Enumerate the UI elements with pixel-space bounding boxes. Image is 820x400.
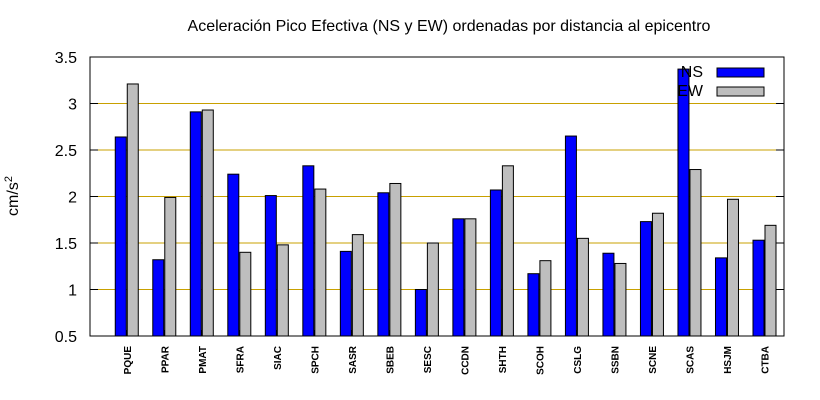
- x-tick-label: SPCH: [310, 346, 321, 374]
- bar-ns-hsjm: [714, 257, 727, 337]
- bar-ns-scas: [677, 68, 690, 337]
- bar-ew-scne: [651, 212, 664, 337]
- bar-ew-cslg: [576, 237, 589, 337]
- x-tick-label: HSJM: [723, 346, 734, 374]
- bar-ew-pque: [126, 83, 139, 337]
- bar-ns-ppar: [152, 259, 165, 337]
- y-axis-label: cm/s2: [3, 176, 22, 216]
- y-tick-label: 2.5: [55, 143, 77, 160]
- x-tick-label: SCOH: [535, 346, 546, 375]
- y-tick-label: 1.5: [55, 236, 77, 253]
- bar-ew-scas: [689, 169, 702, 337]
- legend-swatch-ns: [716, 67, 765, 78]
- x-tick-label: SCAS: [685, 346, 696, 374]
- y-axis-ticks: 0.5 1 1.5 2 2.5 3 3.5: [55, 50, 784, 346]
- bar-ew-siac: [276, 244, 289, 337]
- legend-label-ns: NS: [681, 64, 703, 81]
- bar-ns-sesc: [414, 289, 427, 337]
- bars: [114, 68, 777, 337]
- bar-ew-sasr: [351, 234, 364, 337]
- legend: NS EW: [677, 64, 765, 100]
- y-tick-label: 1: [68, 283, 77, 300]
- bar-ew-ccdn: [464, 218, 477, 337]
- chart-title: Aceleración Pico Efectiva (NS y EW) orde…: [188, 18, 711, 35]
- y-tick-label: 0.5: [55, 329, 77, 346]
- x-tick-label: PPAR: [160, 345, 171, 373]
- legend-swatch-ew: [716, 86, 765, 97]
- bar-ns-scne: [639, 221, 652, 337]
- bar-ns-ssbn: [602, 252, 615, 337]
- bar-ew-spch: [314, 188, 327, 337]
- bar-ew-scoh: [539, 260, 552, 337]
- bar-ns-siac: [264, 195, 277, 337]
- bar-ns-shth: [489, 189, 502, 337]
- bar-ew-sbeb: [389, 182, 402, 337]
- y-axis-label-unit: cm/s: [5, 182, 22, 216]
- y-tick-label: 2: [68, 190, 77, 207]
- bar-ns-ctba: [752, 239, 765, 337]
- bar-ew-ssbn: [614, 262, 627, 337]
- bar-ew-ctba: [764, 224, 777, 337]
- bar-ew-pmat: [201, 109, 214, 337]
- x-tick-label: CTBA: [760, 346, 771, 374]
- x-tick-label: SESC: [423, 346, 434, 373]
- bar-ns-pmat: [189, 111, 202, 337]
- bar-ew-ppar: [164, 196, 177, 337]
- x-tick-label: PQUE: [123, 346, 134, 375]
- x-tick-label: CCDN: [460, 346, 471, 375]
- bar-ns-sasr: [339, 250, 352, 337]
- x-tick-label: PMAT: [198, 346, 209, 374]
- y-tick-label: 3: [68, 97, 77, 114]
- bar-ew-shth: [501, 165, 514, 337]
- x-tick-label: SASR: [348, 345, 359, 374]
- x-tick-label: SCNE: [648, 346, 659, 374]
- x-axis-ticks: PQUE PPAR PMAT SFRA SIAC SPCH SASR SBEB SESC CCDN…: [123, 330, 771, 375]
- bar-ew-sesc: [426, 242, 439, 337]
- legend-label-ew: EW: [677, 83, 704, 100]
- y-tick-label: 3.5: [55, 50, 77, 67]
- x-tick-label: SSBN: [610, 346, 621, 374]
- x-tick-label: SHTH: [498, 346, 509, 373]
- y-axis-label-superscript: 2: [3, 176, 15, 182]
- bar-ns-sfra: [227, 173, 240, 337]
- bar-ew-hsjm: [726, 198, 739, 337]
- x-tick-label: SFRA: [235, 346, 246, 373]
- bar-ns-pque: [114, 136, 127, 337]
- bar-ew-sfra: [239, 251, 252, 337]
- x-tick-label: SBEB: [385, 346, 396, 374]
- bar-ns-sbeb: [377, 192, 390, 337]
- x-tick-label: CSLG: [573, 346, 584, 374]
- bar-ns-ccdn: [452, 218, 465, 337]
- bar-ns-spch: [302, 165, 315, 337]
- bar-ns-scoh: [527, 273, 540, 337]
- x-tick-label: SIAC: [273, 346, 284, 370]
- svg-text:cm/s2: cm/s2: [3, 176, 22, 216]
- bar-ns-cslg: [564, 135, 577, 337]
